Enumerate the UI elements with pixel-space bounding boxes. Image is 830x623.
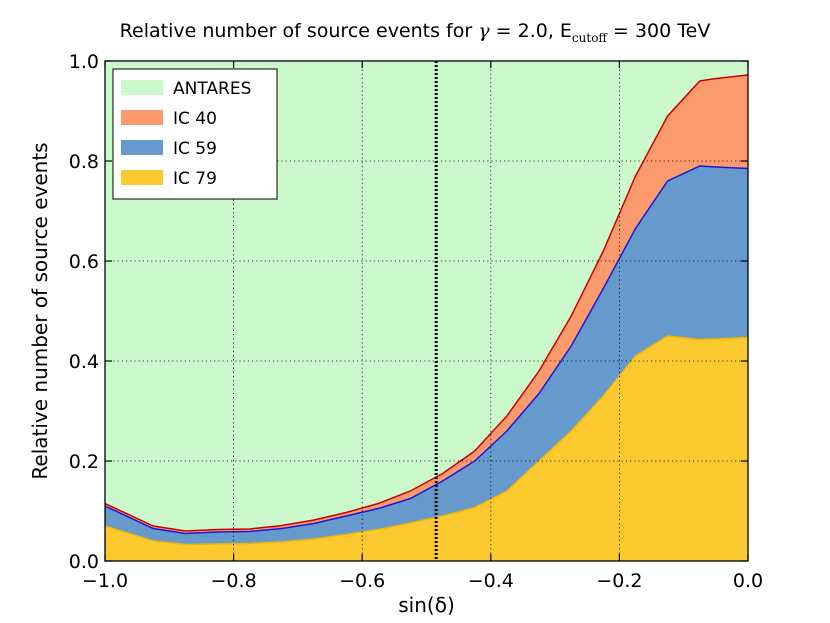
legend-label-antares: ANTARES — [173, 79, 251, 99]
chart-title-prefix: Relative number of source events for — [119, 20, 473, 42]
chart-title-gamma-eq: = 2.0, — [495, 20, 554, 42]
y-tick-label: 1.0 — [69, 51, 99, 73]
x-tick-label: −0.4 — [468, 570, 514, 592]
area-ic-40 — [105, 75, 748, 534]
x-tick-label: −1.0 — [82, 570, 128, 592]
x-tick-label: −0.6 — [339, 570, 385, 592]
y-tick-label: 0.4 — [69, 351, 99, 373]
area-ic-79 — [105, 336, 748, 561]
x-axis-label: sin(δ) — [398, 593, 455, 617]
x-tick-label: −0.8 — [211, 570, 257, 592]
x-tick-label: 0.0 — [733, 570, 763, 592]
y-tick-label: 0.2 — [69, 451, 99, 473]
legend: ANTARES IC 40 IC 59 IC 79 — [112, 68, 278, 200]
legend-label-ic-79: IC 79 — [173, 169, 217, 189]
plot-ticks: −1.0 −0.8 −0.6 −0.4 −0.2 0.0 0.0 0.2 0.4 0.6 0.8 1.… — [69, 51, 763, 592]
legend-swatch-ic-79 — [121, 170, 163, 185]
chart-title-e-sub: cutoff — [571, 30, 607, 45]
y-axis-label: Relative number of source events — [28, 142, 52, 479]
chart-title-e-eq: = 300 TeV — [613, 20, 711, 42]
chart-title: Relative number of source events for γ =… — [0, 20, 830, 45]
line-ic-79 — [104, 335, 749, 546]
legend-swatch-antares — [121, 80, 163, 95]
chart-title-e-label: E — [559, 20, 572, 42]
chart-title-gamma-symbol: γ — [478, 20, 490, 42]
plot-grid — [105, 61, 748, 561]
legend-swatch-ic-40 — [121, 110, 163, 125]
plot-frame — [104, 60, 749, 562]
y-tick-label: 0.6 — [69, 251, 99, 273]
legend-label-ic-40: IC 40 — [173, 109, 217, 129]
line-ic-40 — [104, 74, 749, 532]
y-tick-label: 0.8 — [69, 151, 99, 173]
legend-label-ic-59: IC 59 — [173, 139, 217, 159]
line-ic-59 — [104, 165, 749, 535]
y-tick-label: 0.0 — [69, 551, 99, 573]
x-tick-label: −0.2 — [596, 570, 642, 592]
legend-swatch-ic-59 — [121, 140, 163, 155]
